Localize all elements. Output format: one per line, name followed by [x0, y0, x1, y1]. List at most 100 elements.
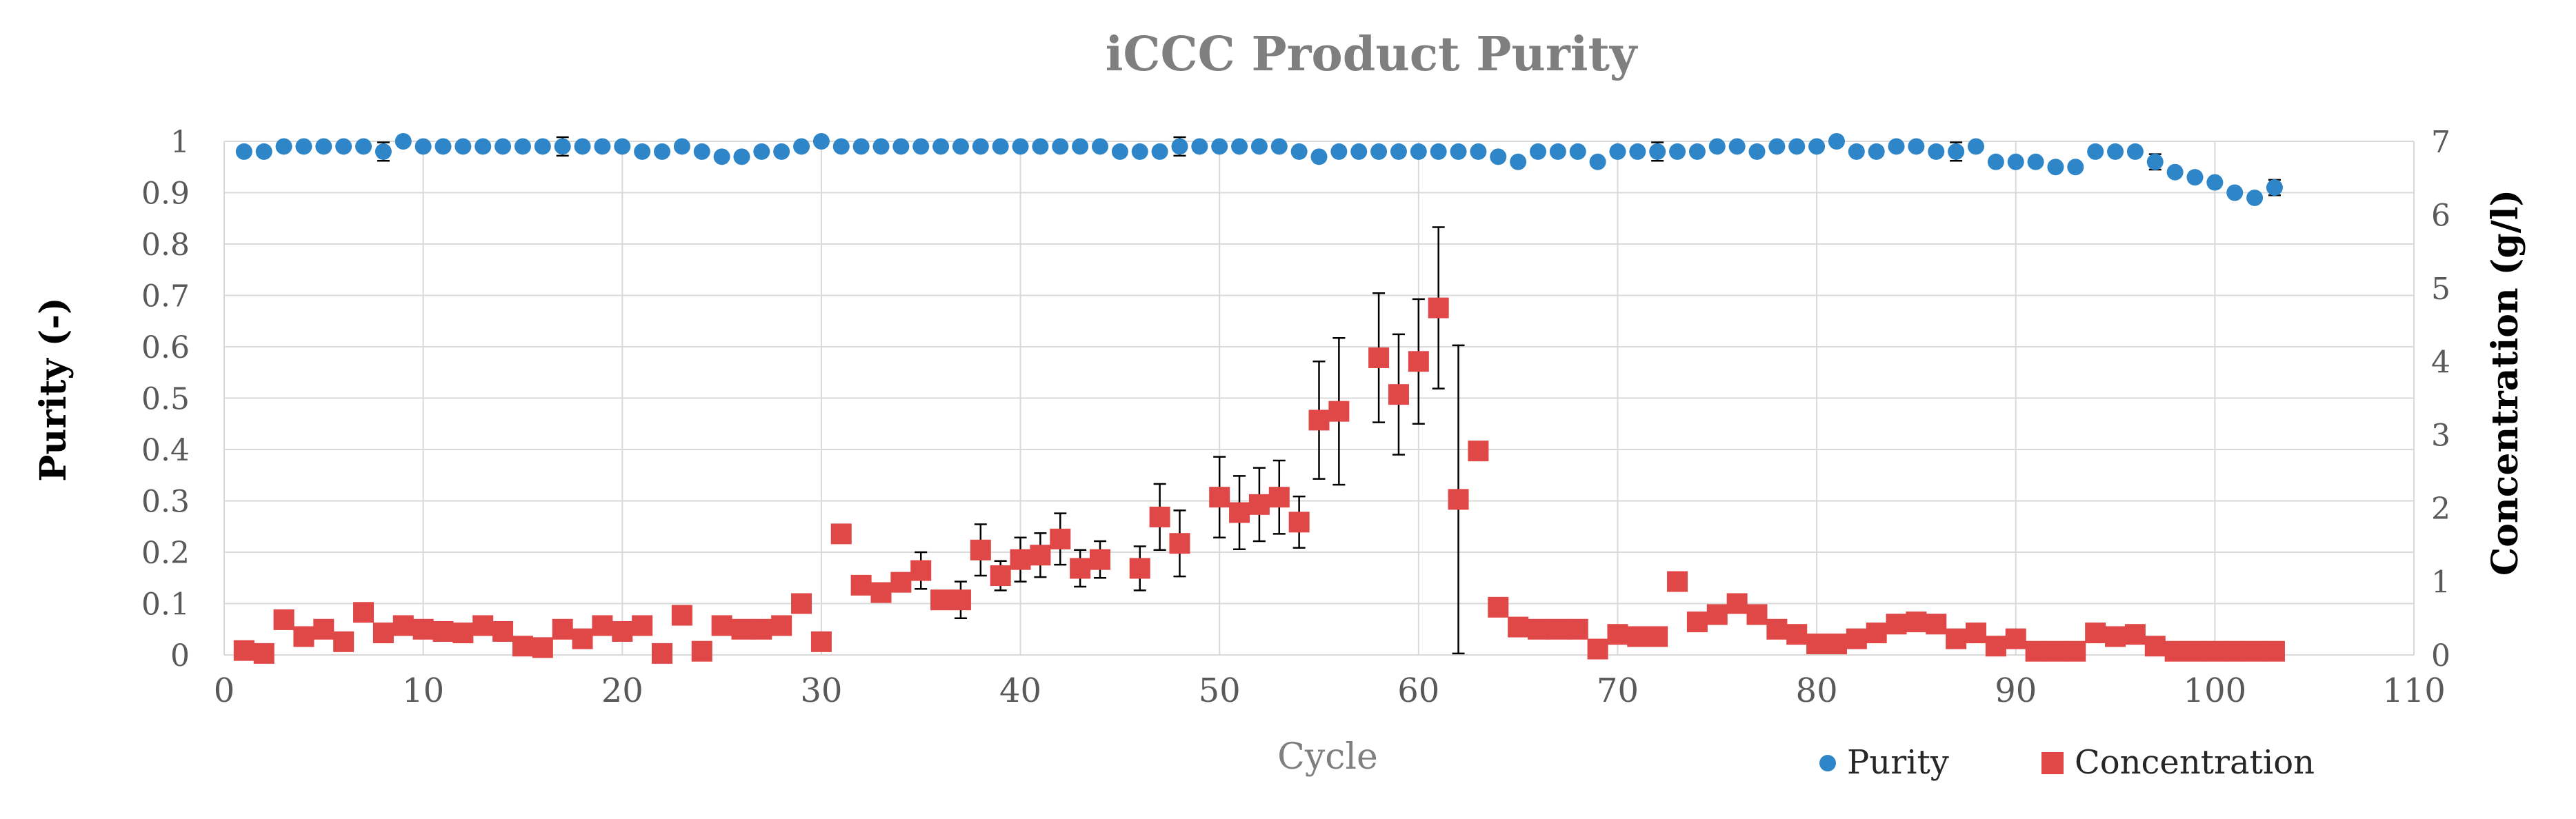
y-left-tick-label: 0.5 [141, 382, 190, 417]
purity-point [1072, 138, 1089, 155]
purity-point [554, 138, 571, 155]
purity-point [1669, 143, 1686, 160]
purity-point [992, 138, 1009, 155]
concentration-point [1946, 628, 1967, 649]
purity-point [773, 143, 790, 160]
purity-point [2146, 153, 2164, 170]
concentration-point [1866, 623, 1887, 644]
purity-point [1290, 143, 1308, 160]
purity-point [1250, 138, 1268, 155]
purity-point [872, 138, 890, 155]
purity-point [932, 138, 950, 155]
concentration-point [1169, 533, 1190, 554]
purity-point [713, 148, 730, 165]
x-tick-label: 70 [1597, 671, 1639, 710]
purity-point [1490, 148, 1507, 165]
purity-point [852, 138, 870, 155]
concentration-point [1966, 623, 1986, 644]
purity-point [574, 138, 591, 155]
concentration-point [532, 637, 553, 658]
x-axis-title: Cycle [1277, 736, 1378, 778]
legend-purity-marker [1819, 755, 1836, 771]
concentration-point [1050, 528, 1071, 549]
purity-point [1688, 143, 1706, 160]
purity-point [1390, 143, 1407, 160]
concentration-point [711, 615, 732, 636]
concentration-point [293, 626, 314, 647]
concentration-point [850, 574, 872, 596]
x-tick-label: 100 [2184, 671, 2247, 710]
x-tick-label: 40 [999, 671, 1041, 710]
concentration-point [2264, 640, 2285, 662]
purity-point [1510, 153, 1527, 170]
y-left-tick-label: 0.9 [141, 176, 190, 212]
concentration-point [1368, 347, 1390, 368]
purity-point [235, 143, 252, 160]
purity-point [614, 138, 631, 155]
purity-point [972, 138, 989, 155]
concentration-point [2204, 640, 2226, 662]
chart-title: iCCC Product Purity [1106, 27, 1639, 82]
legend-concentration-marker [2041, 752, 2064, 774]
purity-point [1092, 138, 1108, 155]
concentration-point [2184, 640, 2206, 662]
purity-point [1808, 138, 1826, 155]
purity-point [1908, 138, 1925, 155]
concentration-point [2045, 640, 2066, 662]
purity-point [1649, 143, 1666, 160]
concentration-point [1448, 489, 1469, 510]
concentration-point [2124, 624, 2146, 645]
concentration-point [890, 572, 912, 593]
purity-point [1530, 143, 1546, 160]
concentration-point [2005, 628, 2026, 649]
concentration-point [1667, 571, 1688, 592]
y-right-tick-label: 6 [2431, 198, 2450, 233]
concentration-point [1129, 558, 1150, 579]
purity-point [1430, 143, 1447, 160]
y-left-tick-label: 0.2 [141, 536, 190, 571]
purity-point [673, 138, 690, 155]
purity-point [2047, 159, 2064, 176]
purity-point [255, 143, 272, 160]
concentration-point [950, 589, 971, 611]
purity-point [1231, 138, 1248, 155]
concentration-point [810, 631, 832, 652]
concentration-point [1587, 638, 1608, 660]
concentration-point [2224, 640, 2246, 662]
purity-point [395, 133, 412, 150]
concentration-point [552, 618, 573, 640]
purity-point [1708, 138, 1726, 155]
concentration-point [990, 565, 1011, 587]
purity-point [693, 143, 710, 160]
y-right-tick-label: 4 [2431, 345, 2450, 380]
purity-point [1450, 143, 1467, 160]
purity-point [2266, 179, 2283, 196]
purity-point [1748, 143, 1766, 160]
y-left-tick-label: 0.8 [141, 228, 190, 263]
concentration-point [233, 640, 254, 661]
concentration-point [771, 615, 792, 636]
concentration-point [2144, 636, 2166, 657]
y-left-tick-label: 0 [170, 638, 190, 674]
purity-point [415, 138, 432, 155]
purity-point [1728, 138, 1746, 155]
purity-point [1012, 138, 1029, 155]
concentration-point [512, 636, 533, 657]
x-tick-label: 10 [402, 671, 444, 710]
purity-point [1888, 138, 1905, 155]
purity-point [654, 143, 670, 160]
concentration-point [253, 643, 274, 664]
purity-point [1569, 143, 1586, 160]
concentration-series [233, 226, 2285, 664]
concentration-point [2085, 623, 2106, 644]
purity-point [1350, 143, 1368, 160]
purity-point [2027, 153, 2044, 170]
purity-point [1211, 138, 1228, 155]
concentration-point [1826, 634, 1847, 655]
concentration-point [1149, 506, 1170, 527]
concentration-point [1010, 549, 1031, 570]
y-left-tick-label: 0.3 [141, 485, 190, 520]
concentration-point [1567, 618, 1588, 640]
purity-point [375, 143, 392, 160]
